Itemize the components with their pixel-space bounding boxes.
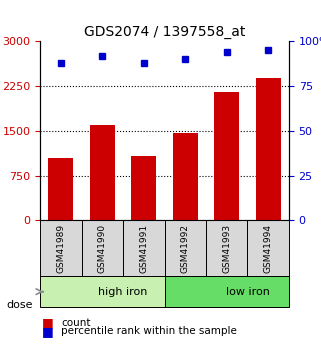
FancyBboxPatch shape [40, 276, 165, 307]
Bar [214, 92, 239, 220]
Text: GSM41994: GSM41994 [264, 224, 273, 273]
Text: count: count [61, 318, 91, 327]
Bar [131, 156, 156, 220]
Text: GSM41989: GSM41989 [56, 224, 65, 273]
Bar [173, 133, 198, 220]
Bar [90, 125, 115, 220]
Text: ■: ■ [42, 325, 54, 338]
Text: percentile rank within the sample: percentile rank within the sample [61, 326, 237, 336]
Text: high iron: high iron [98, 287, 148, 297]
FancyBboxPatch shape [123, 220, 165, 276]
Title: GDS2074 / 1397558_at: GDS2074 / 1397558_at [84, 25, 245, 39]
Text: low iron: low iron [225, 287, 269, 297]
Bar [256, 78, 281, 220]
FancyBboxPatch shape [165, 220, 206, 276]
FancyBboxPatch shape [247, 220, 289, 276]
Text: GSM41990: GSM41990 [98, 224, 107, 273]
Text: GSM41991: GSM41991 [139, 224, 148, 273]
Text: GSM41993: GSM41993 [222, 224, 231, 273]
FancyBboxPatch shape [165, 276, 289, 307]
Bar [48, 158, 73, 220]
FancyBboxPatch shape [206, 220, 247, 276]
Text: ■: ■ [42, 316, 54, 329]
Text: GSM41992: GSM41992 [181, 224, 190, 273]
FancyBboxPatch shape [82, 220, 123, 276]
FancyBboxPatch shape [40, 220, 82, 276]
Text: dose: dose [6, 300, 33, 310]
